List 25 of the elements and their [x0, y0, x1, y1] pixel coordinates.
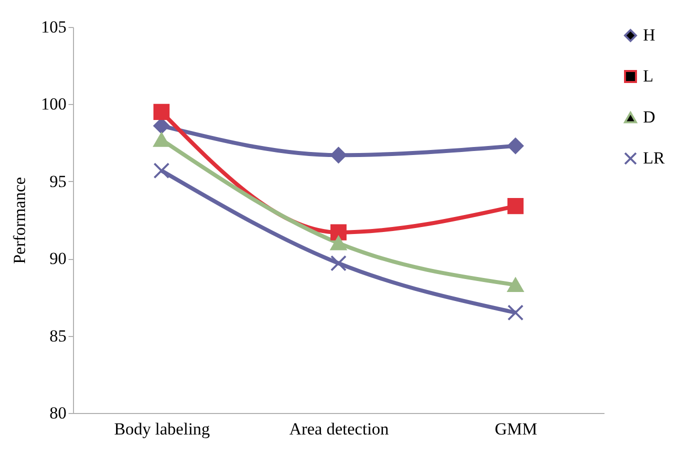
point	[153, 132, 170, 147]
point	[507, 304, 524, 321]
point	[330, 147, 347, 164]
y-axis-title: Performance	[10, 177, 29, 264]
legend-label: L	[643, 66, 654, 86]
legend-label: LR	[643, 148, 666, 168]
y-tick-label: 85	[50, 326, 66, 346]
point	[330, 236, 347, 250]
y-tick-label: 90	[50, 249, 66, 268]
y-tick-label: 95	[50, 172, 66, 191]
x-tick-label: Area detection	[289, 420, 390, 438]
x-tick-label: GMM	[494, 420, 538, 438]
y-tick-label: 80	[50, 404, 66, 422]
x-tick-label: Body labeling	[114, 420, 210, 438]
point	[330, 255, 347, 272]
point	[507, 138, 524, 154]
point	[153, 162, 170, 179]
legend-label: H	[643, 26, 656, 44]
point	[153, 104, 170, 120]
point	[507, 278, 524, 292]
point	[330, 224, 347, 240]
y-tick-label: 105	[41, 18, 66, 36]
legend-label: D	[643, 108, 656, 126]
point	[507, 198, 524, 214]
y-tick-label: 100	[41, 94, 66, 114]
